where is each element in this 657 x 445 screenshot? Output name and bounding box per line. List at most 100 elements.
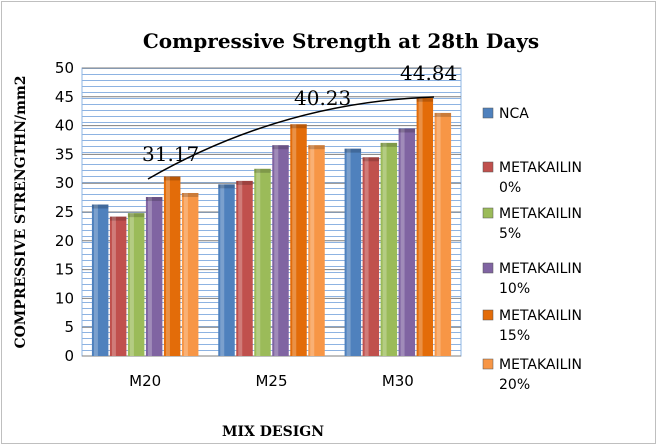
bar-body — [181, 192, 199, 356]
gridlines — [82, 67, 461, 357]
bar-cap — [434, 112, 452, 117]
bar — [181, 192, 199, 356]
bar-highlight — [147, 197, 152, 356]
bar — [218, 184, 235, 356]
bar — [398, 128, 416, 356]
y-tick-label: 0 — [64, 347, 74, 365]
y-tick-label: 10 — [55, 289, 74, 307]
bar — [163, 176, 181, 356]
bar — [380, 142, 398, 356]
legend-item: METAKAILIN 20% — [482, 357, 582, 393]
bar — [236, 180, 253, 356]
bars — [91, 97, 452, 356]
bar-highlight — [364, 157, 369, 356]
bar-highlight — [310, 145, 315, 356]
legend-label: 0% — [499, 180, 521, 196]
bar-body — [434, 112, 452, 356]
chart-title: Compressive Strength at 28th Days — [143, 29, 539, 53]
bar-highlight — [256, 168, 261, 356]
bar-highlight — [165, 176, 170, 356]
bar-cap — [127, 213, 145, 218]
legend-label: 5% — [499, 226, 521, 242]
bar-body — [91, 204, 109, 356]
bar-cap — [272, 145, 289, 150]
bar-cap — [290, 124, 307, 129]
bar-cap — [416, 97, 434, 102]
bar-highlight — [220, 184, 225, 356]
x-axis-title: MIX DESIGN — [222, 424, 324, 440]
bar-body — [344, 148, 362, 356]
x-tick-label: M20 — [129, 372, 161, 390]
bar-highlight — [238, 180, 243, 356]
legend-label: 20% — [499, 377, 530, 393]
bar-body — [272, 145, 289, 356]
bar-highlight — [400, 128, 405, 356]
bar-highlight — [93, 204, 98, 356]
y-tick-label: 50 — [55, 59, 74, 77]
legend-label: METAKAILIN — [499, 160, 582, 176]
bar-cap — [236, 180, 253, 185]
bar-highlight — [436, 112, 441, 356]
bar — [272, 145, 289, 356]
annotation-m20: 31.17 — [142, 142, 199, 166]
bar — [109, 216, 127, 356]
legend-label: METAKAILIN — [499, 308, 582, 324]
bar-body — [163, 176, 181, 356]
y-tick-label: 35 — [55, 145, 74, 163]
y-tick-label: 5 — [64, 318, 74, 336]
bar-highlight — [382, 142, 387, 356]
legend-item: METAKAILIN 5% — [482, 206, 582, 242]
y-tick-label: 45 — [55, 88, 74, 106]
bar-body — [308, 145, 325, 356]
legend-swatch — [482, 262, 494, 274]
bar-highlight — [111, 216, 116, 356]
legend-label: METAKAILIN — [499, 357, 582, 373]
y-axis-ticks: 0 5 10 15 20 25 30 35 40 45 50 — [55, 59, 74, 365]
y-tick-label: 25 — [55, 203, 74, 221]
legend-label: METAKAILIN — [499, 206, 582, 222]
y-tick-label: 40 — [55, 117, 74, 135]
bar — [91, 204, 109, 356]
x-tick-label: M30 — [382, 372, 414, 390]
legend-swatch — [482, 358, 494, 370]
y-axis-title: COMPRESSIVE STRENGTHN/mm2 — [13, 75, 29, 348]
legend-item: METAKAILIN 10% — [482, 261, 582, 297]
y-tick-label: 20 — [55, 232, 74, 250]
bar-cap — [109, 216, 127, 221]
bar-cap — [181, 192, 199, 197]
bar — [308, 145, 325, 356]
bar-highlight — [274, 145, 279, 356]
legend-swatch — [482, 107, 494, 119]
bar-body — [380, 142, 398, 356]
bar-body — [290, 124, 307, 356]
legend-label: 15% — [499, 328, 530, 344]
bar-highlight — [183, 192, 188, 356]
bar-body — [145, 197, 163, 356]
bar-cap — [163, 176, 181, 181]
legend-label: 10% — [499, 281, 530, 297]
legend-swatch — [482, 161, 494, 173]
legend-swatch — [482, 207, 494, 219]
bar-body — [218, 184, 235, 356]
bar — [127, 213, 145, 356]
bar — [290, 124, 307, 356]
legend-item: METAKAILIN 15% — [482, 308, 582, 344]
bar-cap — [380, 142, 398, 147]
bar — [344, 148, 362, 356]
legend-swatch — [482, 309, 494, 321]
bar-highlight — [129, 213, 134, 356]
bar-cap — [145, 197, 163, 202]
bar-highlight — [292, 124, 297, 356]
bar-cap — [218, 184, 235, 189]
legend-item: NCA — [482, 106, 529, 122]
category-labels: M20 M25 M30 — [129, 372, 414, 390]
legend-item: METAKAILIN 0% — [482, 160, 582, 196]
bar-cap — [254, 168, 271, 173]
bar-cap — [91, 204, 109, 209]
bar-highlight — [418, 97, 423, 356]
legend: NCA METAKAILIN 0% METAKAILIN 5% METAKAILIN 10%… — [482, 106, 582, 393]
annotation-m25: 40.23 — [294, 86, 351, 110]
bar-body — [362, 157, 380, 356]
y-tick-label: 15 — [55, 261, 74, 279]
